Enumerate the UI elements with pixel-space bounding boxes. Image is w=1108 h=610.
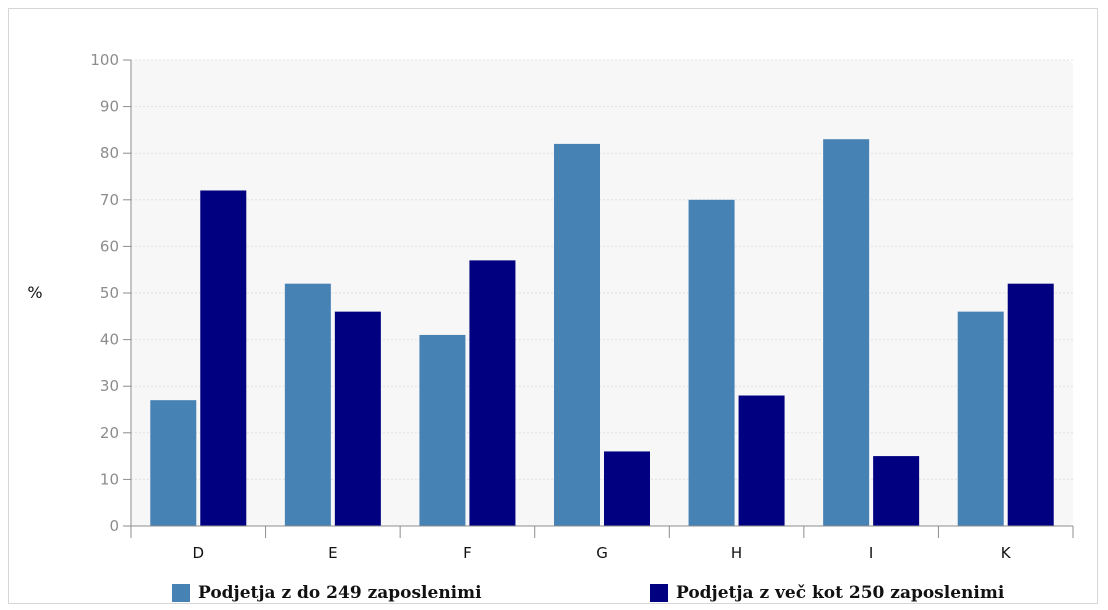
bar-D-series-1 (200, 190, 247, 527)
bar-I-series-1 (873, 456, 920, 526)
legend-swatch-small-companies (172, 584, 190, 602)
legend-label-large-companies: Podjetja z več kot 250 zaposlenimi (676, 583, 1005, 603)
x-tick-label-F: F (463, 544, 472, 562)
bars (150, 139, 1054, 527)
bar-I-series-0 (823, 139, 870, 526)
legend-label-small-companies: Podjetja z do 249 zaposlenimi (198, 583, 482, 603)
bar-chart: 0 10 20 30 40 50 60 70 80 90 100 D E F G H I K % (27, 51, 1074, 562)
y-tick-label: 90 (100, 98, 119, 116)
legend-item-small-companies: Podjetja z do 249 zaposlenimi (172, 578, 482, 608)
y-tick-label: 30 (100, 377, 119, 395)
legend: Podjetja z do 249 zaposlenimi Podjetja z… (0, 578, 1108, 608)
bar-F-series-1 (469, 260, 516, 526)
y-tick-label: 60 (100, 237, 119, 255)
y-tick-label: 100 (90, 51, 119, 69)
bar-E-series-1 (334, 311, 381, 526)
x-tick-label-D: D (193, 544, 205, 562)
y-tick-label: 0 (109, 517, 119, 535)
y-tick-label: 20 (100, 424, 119, 442)
y-tick-label: 40 (100, 331, 119, 349)
bar-E-series-0 (284, 283, 331, 526)
y-tick-label: 70 (100, 191, 119, 209)
bar-G-series-1 (604, 451, 650, 526)
bar-G-series-0 (554, 143, 600, 526)
bar-K-series-0 (957, 311, 1004, 526)
y-tick-label: 80 (100, 144, 119, 162)
bar-H-series-0 (688, 199, 735, 527)
y-tick-label: 50 (100, 284, 119, 302)
x-tick-label-E: E (328, 544, 337, 562)
x-tick-label-G: G (596, 544, 608, 562)
bar-K-series-1 (1007, 283, 1054, 526)
legend-swatch-large-companies (650, 584, 668, 602)
bar-D-series-0 (150, 400, 197, 526)
x-tick-label-I: I (869, 544, 873, 562)
bar-H-series-1 (738, 395, 785, 526)
x-tick-label-H: H (731, 544, 742, 562)
bar-F-series-0 (419, 334, 466, 526)
y-axis-label: % (27, 283, 42, 302)
y-tick-label: 10 (100, 470, 119, 488)
legend-item-large-companies: Podjetja z več kot 250 zaposlenimi (650, 578, 1004, 608)
x-tick-label-K: K (1001, 544, 1012, 562)
y-axis: 0 10 20 30 40 50 60 70 80 90 100 (90, 51, 132, 536)
